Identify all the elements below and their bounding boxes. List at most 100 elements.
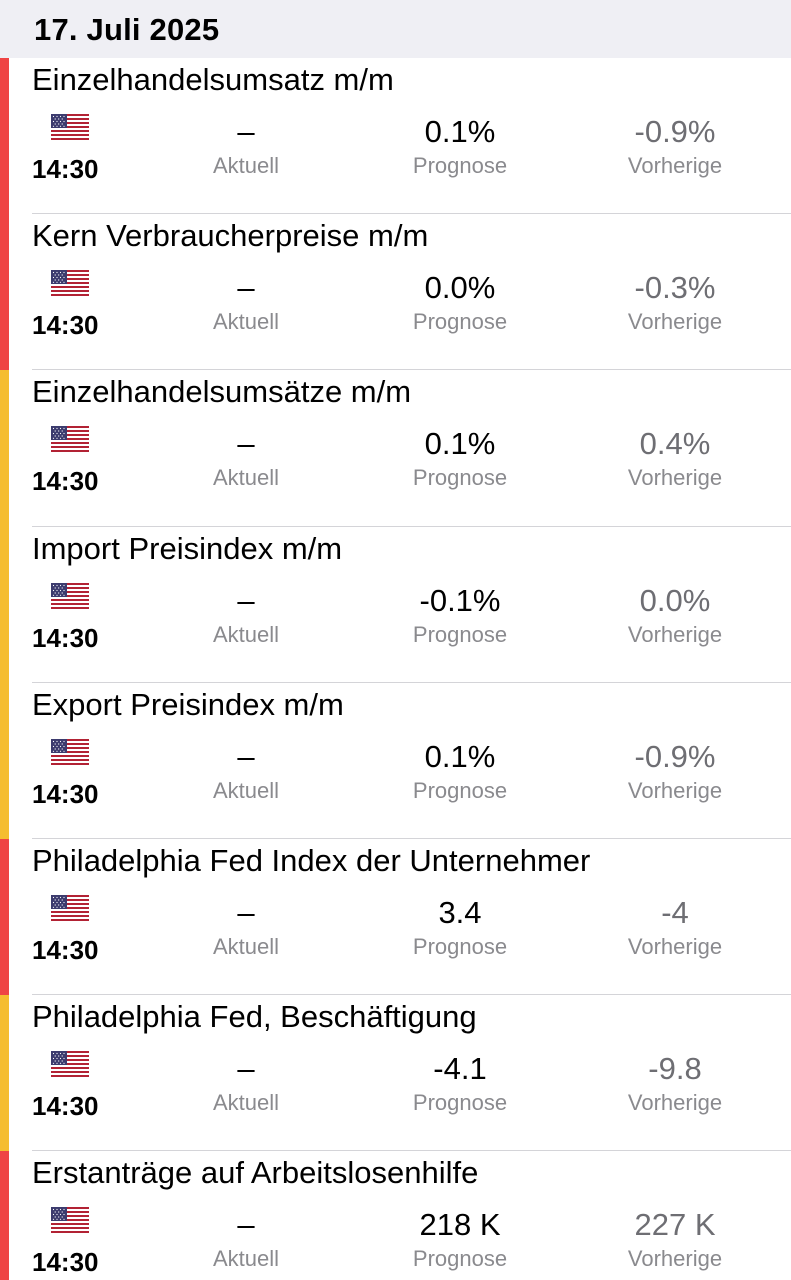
actual-label: Aktuell	[212, 465, 280, 491]
previous-label: Vorherige	[627, 777, 723, 803]
us-flag-icon	[51, 114, 89, 140]
event-title: Einzelhandelsumsatz m/m	[32, 62, 394, 97]
row-divider	[32, 994, 791, 996]
event-row[interactable]: Erstanträge auf Arbeitslosenhilfe 14:30 …	[0, 1151, 791, 1280]
previous-column: 0.0% Vorherige	[565, 527, 785, 649]
event-title: Philadelphia Fed, Beschäftigung	[32, 999, 477, 1035]
row-divider	[32, 837, 791, 839]
importance-indicator	[0, 838, 9, 996]
row-divider	[32, 369, 791, 371]
event-time: 14:30	[32, 934, 99, 965]
previous-value: 227 K	[634, 1207, 716, 1243]
actual-column: – Aktuell	[136, 995, 356, 1117]
actual-value: –	[237, 582, 255, 618]
event-time: 14:30	[32, 778, 99, 809]
row-divider	[32, 213, 791, 215]
us-flag-icon	[51, 270, 89, 297]
forecast-column: -4.1 Prognose	[350, 995, 570, 1117]
previous-label: Vorherige	[627, 153, 723, 178]
previous-value: 0.4%	[639, 426, 711, 462]
event-title: Import Preisindex m/m	[32, 530, 343, 566]
previous-column: -4 Vorherige	[565, 839, 785, 961]
actual-column: – Aktuell	[136, 370, 356, 492]
forecast-column: -0.1% Prognose	[350, 527, 570, 649]
event-time: 14:30	[32, 310, 99, 341]
previous-column: -9.8 Vorherige	[565, 995, 785, 1117]
actual-value: –	[237, 426, 255, 462]
forecast-column: 0.1% Prognose	[350, 370, 570, 492]
importance-indicator	[0, 1151, 9, 1280]
event-title: Erstanträge auf Arbeitslosenhilfe	[32, 1155, 479, 1191]
forecast-value: 0.1%	[424, 738, 496, 774]
previous-column: -0.3% Vorherige	[565, 214, 785, 336]
row-divider	[32, 525, 791, 527]
forecast-label: Prognose	[412, 621, 508, 647]
actual-label: Aktuell	[212, 309, 280, 335]
event-row[interactable]: Einzelhandelsumsatz m/m 14:30 – Aktuell	[0, 58, 791, 215]
forecast-column: 0.1% Prognose	[350, 58, 570, 180]
previous-value: -4	[661, 894, 689, 930]
row-divider	[32, 681, 791, 683]
event-row[interactable]: Philadelphia Fed, Beschäftigung 14:30 – …	[0, 995, 791, 1152]
previous-label: Vorherige	[627, 621, 723, 647]
forecast-label: Prognose	[412, 153, 508, 178]
event-time: 14:30	[32, 466, 99, 497]
importance-indicator	[0, 526, 9, 683]
forecast-label: Prognose	[412, 1090, 508, 1116]
actual-value: –	[237, 270, 255, 306]
economic-calendar-list: Einzelhandelsumsatz m/m 14:30 – Aktuell	[0, 58, 791, 1280]
actual-value: –	[237, 1051, 255, 1087]
importance-indicator	[0, 682, 9, 839]
forecast-label: Prognose	[412, 309, 508, 335]
event-row[interactable]: Import Preisindex m/m 14:30 – Aktuell	[0, 526, 791, 683]
forecast-column: 0.0% Prognose	[350, 214, 570, 336]
actual-column: – Aktuell	[136, 58, 356, 180]
forecast-value: 3.4	[438, 894, 482, 930]
previous-column: -0.9% Vorherige	[565, 58, 785, 180]
actual-value: –	[237, 1207, 255, 1243]
actual-label: Aktuell	[212, 153, 280, 178]
event-row[interactable]: Philadelphia Fed Index der Unternehmer 1…	[0, 838, 791, 996]
event-row[interactable]: Einzelhandelsumsätze m/m 14:30 – Aktuell	[0, 370, 791, 527]
event-title: Kern Verbraucherpreise m/m	[32, 218, 429, 254]
us-flag-icon	[51, 894, 89, 921]
previous-column: 0.4% Vorherige	[565, 370, 785, 492]
row-divider	[32, 1150, 791, 1152]
event-row[interactable]: Export Preisindex m/m 14:30 – Aktuell	[0, 682, 791, 839]
actual-value: –	[237, 738, 255, 774]
previous-value: -0.3%	[634, 270, 716, 306]
previous-label: Vorherige	[627, 1246, 723, 1272]
previous-value: -0.9%	[634, 114, 716, 149]
previous-label: Vorherige	[627, 1090, 723, 1116]
forecast-label: Prognose	[412, 777, 508, 803]
event-time: 14:30	[32, 622, 99, 653]
event-time: 14:30	[32, 154, 99, 184]
us-flag-icon	[51, 1051, 89, 1078]
actual-label: Aktuell	[212, 1246, 280, 1272]
forecast-label: Prognose	[412, 1246, 508, 1272]
event-row[interactable]: Kern Verbraucherpreise m/m 14:30 – Aktue…	[0, 214, 791, 371]
importance-indicator	[0, 58, 9, 215]
forecast-value: -0.1%	[419, 582, 501, 618]
previous-label: Vorherige	[627, 465, 723, 491]
date-label: 17. Juli 2025	[34, 12, 220, 47]
previous-label: Vorherige	[627, 309, 723, 335]
forecast-value: 0.1%	[424, 426, 496, 462]
actual-label: Aktuell	[212, 621, 280, 647]
forecast-value: -4.1	[433, 1051, 487, 1087]
importance-indicator	[0, 995, 9, 1152]
forecast-value: 218 K	[419, 1207, 501, 1243]
forecast-value: 0.0%	[424, 270, 496, 306]
previous-column: -0.9% Vorherige	[565, 683, 785, 805]
actual-label: Aktuell	[212, 777, 280, 803]
us-flag-icon	[51, 738, 89, 765]
actual-column: – Aktuell	[136, 527, 356, 649]
us-flag-icon	[51, 426, 89, 453]
forecast-column: 3.4 Prognose	[350, 839, 570, 961]
actual-column: – Aktuell	[136, 839, 356, 961]
previous-label: Vorherige	[627, 933, 723, 959]
importance-indicator	[0, 370, 9, 527]
event-title: Einzelhandelsumsätze m/m	[32, 374, 412, 410]
us-flag-icon	[51, 582, 89, 609]
actual-column: – Aktuell	[136, 1151, 356, 1273]
